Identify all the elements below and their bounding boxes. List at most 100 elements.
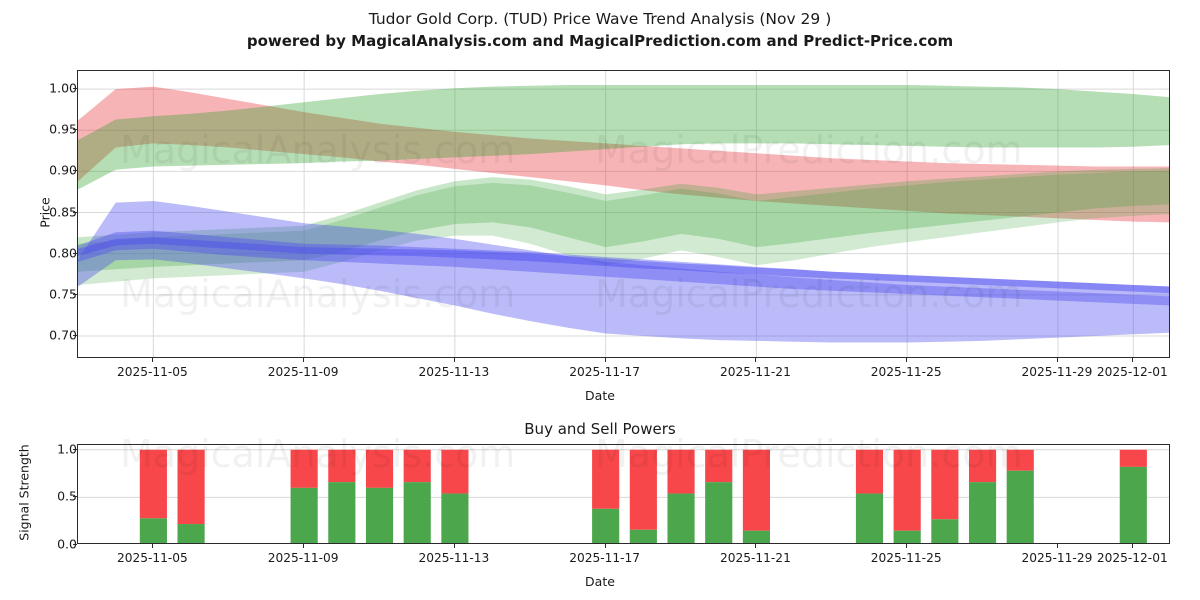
buy-power-bar	[968, 482, 997, 543]
signal-x-tick-label: 2025-11-17	[569, 551, 641, 565]
buy-power-bar	[705, 482, 733, 543]
signal-x-tick-label: 2025-11-13	[418, 551, 490, 565]
signal-x-tick-mark	[453, 544, 455, 548]
sell-power-bar	[855, 449, 884, 494]
price-y-axis-label: Price	[37, 197, 53, 228]
price-wave-bands	[78, 84, 1169, 343]
signal-x-tick-label: 2025-11-09	[267, 551, 339, 565]
sell-power-bar	[441, 449, 469, 494]
buy-power-bar	[365, 487, 394, 543]
price-y-tick-mark	[73, 211, 77, 213]
sell-power-bar	[931, 449, 959, 520]
price-plot-gridlines	[78, 71, 1169, 357]
buy-power-bar	[893, 530, 921, 543]
buy-power-bar	[742, 530, 770, 543]
buy-power-bar	[328, 482, 356, 543]
sell-power-bar	[742, 449, 770, 531]
buy-power-bar	[1119, 466, 1147, 543]
signal-y-tick-label: 0.0	[57, 536, 77, 552]
sell-power-bar	[893, 449, 921, 531]
signal-x-tick-mark	[906, 544, 908, 548]
sell-power-bar	[667, 449, 695, 494]
signal-x-tick-mark	[1056, 544, 1058, 548]
price-x-tick-mark	[152, 358, 154, 362]
signal-y-tick-label: 0.5	[57, 488, 77, 504]
price-y-tick-label: 0.95	[49, 121, 77, 137]
price-x-tick-label: 2025-11-25	[870, 365, 942, 379]
buy-power-bar	[441, 493, 469, 543]
sell-power-bar	[290, 449, 318, 488]
sell-power-bar	[177, 449, 205, 525]
signal-strength-bars	[139, 449, 1147, 543]
sell-power-bar	[139, 449, 167, 519]
signal-y-tick-mark	[73, 448, 77, 450]
signal-y-tick-label: 1.0	[57, 441, 77, 457]
price-y-tick-mark	[73, 88, 77, 90]
price-x-tick-label: 2025-12-01	[1096, 365, 1168, 379]
price-wave-plot-area	[77, 70, 1170, 358]
price-y-tick-label: 1.00	[49, 80, 77, 96]
price-y-tick-mark	[73, 170, 77, 172]
price-y-tick-mark	[73, 252, 77, 254]
price-y-tick-mark	[73, 129, 77, 131]
sell-power-bar	[705, 449, 733, 483]
price-y-tick-label: 0.80	[49, 245, 77, 261]
buy-power-bar	[592, 508, 620, 543]
signal-y-tick-mark	[73, 544, 77, 545]
buy-power-bar	[290, 487, 318, 543]
page-title: Tudor Gold Corp. (TUD) Price Wave Trend …	[368, 10, 832, 28]
page-subtitle: powered by MagicalAnalysis.com and Magic…	[246, 32, 954, 50]
price-y-tick-mark	[73, 293, 77, 295]
buy-power-bar	[403, 482, 431, 543]
sell-power-bar	[1006, 449, 1034, 471]
price-x-tick-mark	[1056, 358, 1058, 362]
price-x-tick-label: 2025-11-09	[267, 365, 339, 379]
price-x-tick-label: 2025-11-17	[569, 365, 641, 379]
signal-x-tick-label: 2025-12-01	[1096, 551, 1168, 565]
price-x-tick-label: 2025-11-05	[116, 365, 188, 379]
buy-sell-plot-area	[77, 444, 1170, 544]
signal-x-tick-mark	[303, 544, 305, 548]
buy-power-bar	[139, 518, 167, 543]
buy-power-bar	[177, 524, 205, 543]
buy-power-bar	[629, 529, 657, 543]
sell-power-bar	[968, 449, 997, 483]
price-y-tick-label: 0.75	[49, 286, 77, 302]
price-x-tick-mark	[906, 358, 908, 362]
price-y-tick-mark	[73, 334, 77, 336]
signal-y-axis-label: Signal Strength	[16, 444, 32, 541]
buy-power-bar	[1006, 470, 1034, 543]
price-x-tick-label: 2025-11-21	[719, 365, 791, 379]
sell-power-bar	[629, 449, 657, 530]
buy-power-bar	[667, 493, 695, 543]
chart-title-block: Tudor Gold Corp. (TUD) Price Wave Trend …	[0, 8, 1200, 52]
sell-power-bar	[328, 449, 356, 483]
sell-power-bar	[365, 449, 394, 488]
sell-power-bar	[1119, 449, 1147, 467]
signal-x-tick-mark	[1132, 544, 1134, 548]
price-x-axis-label: Date	[585, 388, 615, 403]
signal-x-tick-label: 2025-11-25	[870, 551, 942, 565]
price-y-tick-label: 0.70	[49, 327, 77, 343]
sell-power-bar	[403, 449, 431, 483]
buy-power-bar	[855, 493, 884, 543]
sell-power-bar	[592, 449, 620, 509]
price-x-tick-label: 2025-11-13	[418, 365, 490, 379]
price-x-tick-mark	[303, 358, 305, 362]
price-x-tick-label: 2025-11-29	[1021, 365, 1093, 379]
signal-x-tick-mark	[755, 544, 757, 548]
price-x-tick-mark	[453, 358, 455, 362]
signal-x-axis-label: Date	[585, 574, 615, 589]
signal-y-tick-mark	[73, 496, 77, 498]
signal-x-tick-mark	[152, 544, 154, 548]
signal-x-tick-label: 2025-11-05	[116, 551, 188, 565]
price-x-tick-mark	[1132, 358, 1134, 362]
buy-power-bar	[931, 519, 959, 543]
buy-sell-powers-title: Buy and Sell Powers	[524, 420, 676, 438]
signal-x-tick-label: 2025-11-29	[1021, 551, 1093, 565]
price-x-tick-mark	[604, 358, 606, 362]
signal-x-tick-label: 2025-11-21	[719, 551, 791, 565]
price-y-tick-label: 0.90	[49, 162, 77, 178]
signal-x-tick-mark	[604, 544, 606, 548]
price-x-tick-mark	[755, 358, 757, 362]
